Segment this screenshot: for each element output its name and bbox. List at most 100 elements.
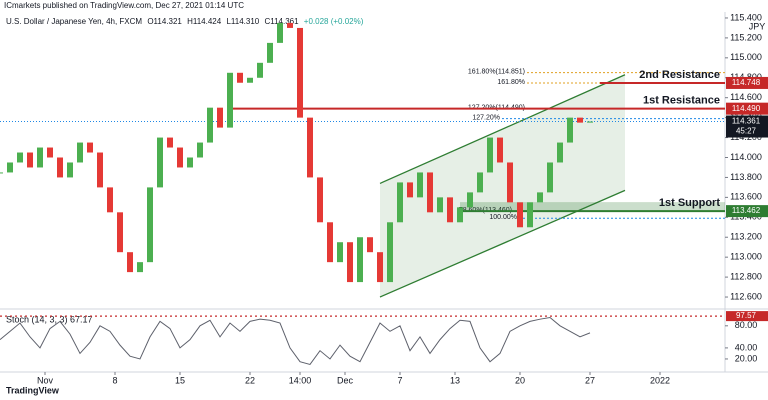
- candle: [217, 107, 223, 128]
- candle: [427, 172, 433, 213]
- x-tick-label: 2022: [650, 375, 670, 385]
- candle: [247, 77, 253, 83]
- fib-label: 161.80%: [497, 79, 525, 86]
- symbol-title: U.S. Dollar / Japanese Yen, 4h, FXCM: [6, 17, 142, 26]
- x-tick-label: 27: [585, 375, 595, 385]
- x-tick-label: 8: [112, 375, 117, 385]
- fib-label: 161.80%(114.851): [468, 69, 525, 76]
- stoch-value: 67.17: [70, 314, 93, 324]
- candle: [307, 117, 313, 178]
- candle: [197, 142, 203, 158]
- candle: [527, 202, 533, 228]
- candle: [337, 242, 343, 263]
- candle: [27, 152, 33, 168]
- ohlc-close: C114.361: [264, 17, 299, 26]
- candle: [487, 137, 493, 173]
- candle: [277, 22, 283, 43]
- y-tick-label: 112.800: [730, 271, 762, 281]
- channel-line: [379, 74, 626, 185]
- publisher: ICmarkets published on TradingView.com, …: [4, 1, 244, 10]
- candle: [67, 162, 73, 178]
- candle: [77, 142, 83, 163]
- logo: TradingView: [6, 385, 60, 395]
- candle: [417, 172, 423, 198]
- y-tick-label: 113.200: [730, 232, 762, 242]
- candle: [297, 27, 303, 118]
- countdown: 45:27: [736, 127, 757, 136]
- x-tick-label: 22: [245, 375, 255, 385]
- level-name: 1st Resistance: [643, 95, 720, 107]
- y-tick-label: 113.600: [730, 192, 762, 202]
- plot: 115.400115.200115.000114.800114.600114.4…: [0, 12, 768, 385]
- stoch-tick-label: 80.00: [735, 320, 758, 330]
- price-box-label: 114.490: [732, 104, 761, 113]
- x-tick-label: 20: [515, 375, 525, 385]
- candle: [97, 152, 103, 188]
- price-box-label: 114.748: [732, 78, 761, 87]
- y-tick-label: 113.000: [730, 252, 762, 262]
- x-tick-label: 14:00: [289, 375, 312, 385]
- stoch-label: Stoch (14, 3, 3): [6, 314, 68, 324]
- candle: [517, 202, 523, 228]
- candle: [137, 262, 143, 273]
- candle: [467, 192, 473, 208]
- price-box: [726, 205, 768, 218]
- candle: [17, 152, 23, 163]
- candle: [507, 162, 513, 203]
- x-tick-label: Nov: [37, 375, 54, 385]
- x-tick-label: 13: [450, 375, 460, 385]
- price-box: [726, 102, 768, 115]
- last-price-box: [726, 115, 768, 138]
- candle: [207, 107, 213, 143]
- support-zone: [460, 202, 725, 212]
- candle: [557, 142, 563, 163]
- stoch-line: [0, 316, 591, 366]
- channel-fill: [380, 74, 625, 298]
- stoch-tick-label: 20.00: [735, 353, 758, 363]
- last-price-label: 114.361: [732, 117, 761, 126]
- candle: [347, 242, 353, 283]
- candle: [497, 137, 503, 163]
- ohlc-low: L114.310: [226, 17, 259, 26]
- y-tick-label: 114.000: [730, 152, 762, 162]
- y-tick-label: 112.600: [730, 291, 762, 301]
- candle: [397, 182, 403, 223]
- candle: [567, 117, 573, 143]
- candle: [287, 22, 293, 28]
- candle: [317, 177, 323, 223]
- candle: [457, 207, 463, 223]
- candle: [7, 162, 13, 173]
- candle: [187, 157, 193, 168]
- candle: [577, 117, 583, 123]
- y-tick-label: 115.400: [730, 12, 762, 22]
- fib-label: 100.00%: [489, 214, 517, 221]
- channel-line: [379, 189, 626, 298]
- candle: [37, 147, 43, 168]
- y-tick-label: 113.800: [730, 172, 762, 182]
- candle: [227, 72, 233, 128]
- candle: [107, 187, 113, 213]
- candle: [0, 172, 3, 174]
- candle: [387, 222, 393, 283]
- y-tick-label: 115.000: [730, 52, 762, 62]
- fib-label: 127.20%: [472, 114, 500, 121]
- candle: [57, 157, 63, 178]
- currency: JPY: [749, 21, 766, 31]
- candle: [377, 252, 383, 283]
- candle: [157, 137, 163, 188]
- candle: [537, 192, 543, 203]
- candle: [477, 172, 483, 193]
- candle: [547, 162, 553, 193]
- candle: [257, 62, 263, 78]
- candle: [327, 222, 333, 263]
- candle: [127, 252, 133, 273]
- candle: [117, 212, 123, 253]
- ohlc-change: +0.028 (+0.02%): [304, 17, 364, 26]
- y-tick-label: 115.200: [730, 32, 762, 42]
- symbol-info: U.S. Dollar / Japanese Yen, 4h, FXCM O11…: [6, 17, 364, 26]
- candle: [407, 182, 413, 198]
- candle: [167, 137, 173, 148]
- candle: [367, 237, 373, 253]
